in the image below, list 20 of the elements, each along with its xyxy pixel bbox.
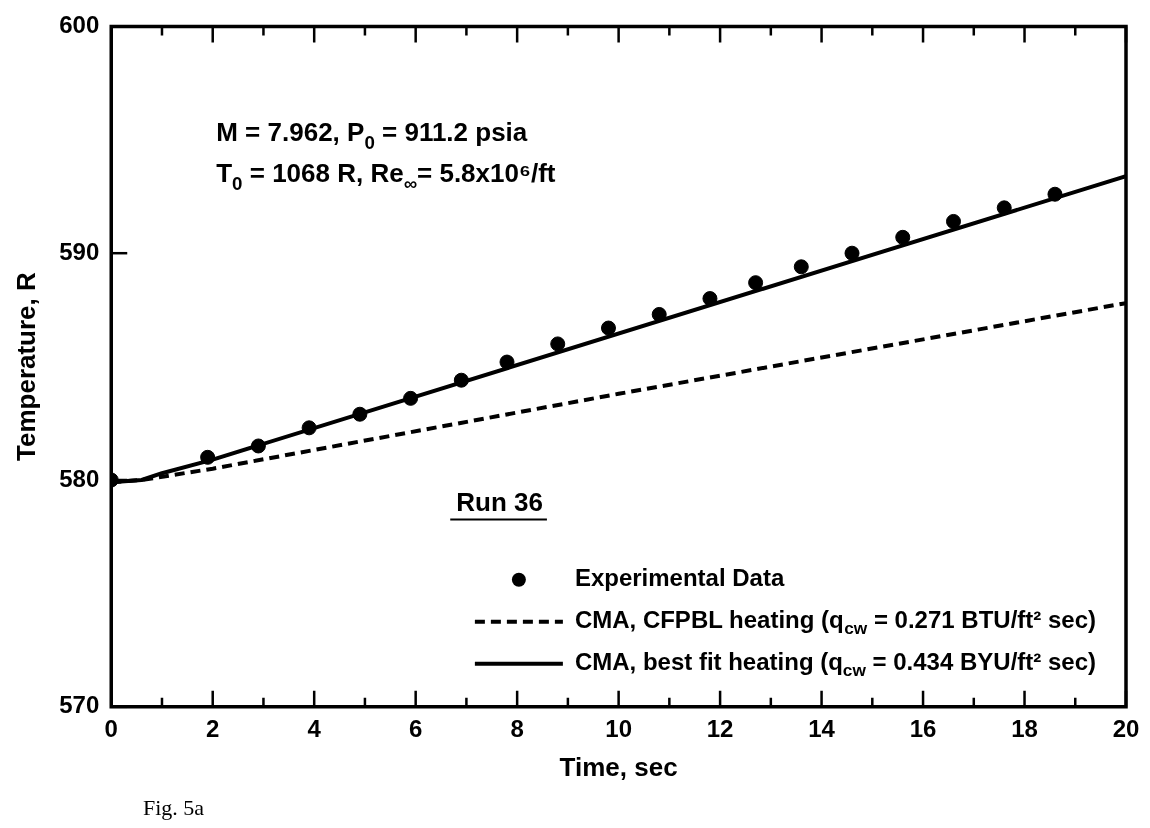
x-tick-label: 20 — [1112, 715, 1140, 743]
y-tick-label: 570 — [59, 691, 100, 719]
x-tick-label: 2 — [206, 715, 220, 743]
x-tick-label: 14 — [808, 715, 836, 743]
y-tick-label: 580 — [59, 464, 100, 492]
y-tick-label: 600 — [59, 11, 100, 39]
annotation: Run 36 — [456, 487, 543, 518]
caption: Fig. 5a — [143, 795, 205, 820]
x-tick-label: 0 — [104, 715, 118, 743]
x-axis-title: Time, sec — [559, 751, 678, 782]
x-tick-label: 4 — [307, 715, 322, 743]
x-tick-label: 16 — [909, 715, 937, 743]
x-tick-label: 6 — [408, 715, 423, 743]
legend-label: Experimental Data — [574, 564, 785, 592]
x-tick-label: 12 — [706, 715, 734, 743]
y-tick-label: 590 — [59, 237, 100, 265]
x-tick-label: 8 — [510, 715, 524, 743]
x-tick-label: 18 — [1011, 715, 1038, 743]
y-axis-title: Temperature, R — [10, 271, 41, 461]
x-tick-label: 10 — [605, 715, 632, 743]
